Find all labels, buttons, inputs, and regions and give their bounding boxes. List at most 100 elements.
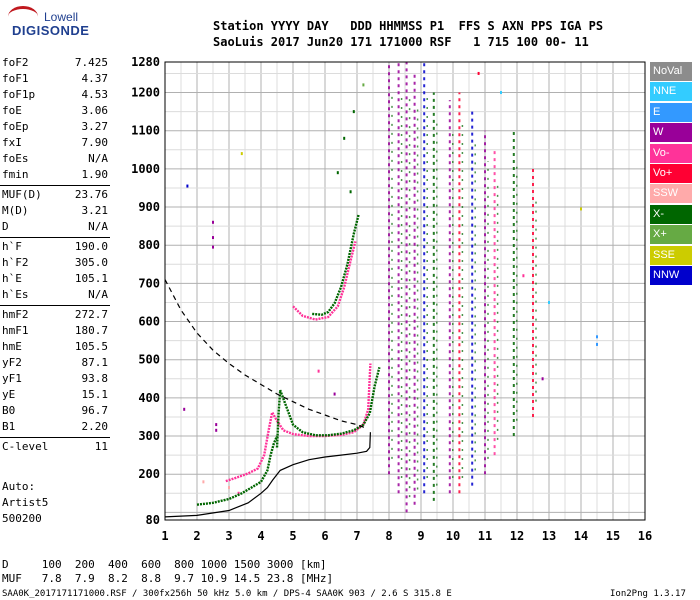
echo-dot: [215, 423, 218, 427]
footer-file-info: SAA0K_2017171171000.RSF / 300fx256h 50 k…: [2, 589, 452, 599]
echo-dot: [548, 300, 550, 304]
legend-item: W: [650, 123, 692, 143]
param-row: h`Es N/A: [0, 288, 110, 303]
param-row: foF1p 4.53: [0, 88, 110, 103]
param-key: MUF(D): [2, 188, 42, 201]
param-row: hmE 105.5: [0, 340, 110, 355]
trace-line: [312, 214, 360, 316]
param-value: 190.0: [74, 240, 108, 253]
param-key: hmE: [2, 340, 22, 353]
trace-line: [196, 435, 279, 506]
y-tick-label: 200: [138, 467, 160, 481]
y-tick-label: 500: [138, 353, 160, 367]
param-value: 23.76: [74, 188, 108, 201]
param-value: 7.90: [81, 136, 109, 149]
param-row: hmF2 272.7: [0, 308, 110, 323]
x-tick-label: 10: [446, 529, 460, 543]
param-value: 87.1: [81, 356, 109, 369]
echo-dot: [596, 342, 598, 346]
param-value: 105.5: [74, 340, 108, 353]
param-value: 3.27: [81, 120, 109, 133]
param-row: foEp 3.27: [0, 120, 110, 135]
param-row: B1 2.20: [0, 420, 110, 435]
logo-line2: DIGISONDE: [12, 23, 90, 38]
param-key: foEs: [2, 152, 29, 165]
param-value: 96.7: [81, 404, 109, 417]
echo-dot: [336, 171, 339, 175]
chart-grid: [164, 62, 646, 520]
param-key: h`F: [2, 240, 22, 253]
logo-arc-icon: [8, 6, 38, 27]
x-tick-label: 7: [353, 529, 360, 543]
param-value: 305.0: [74, 256, 108, 269]
y-tick-label: 600: [138, 315, 160, 329]
param-key: hmF1: [2, 324, 29, 337]
logo-line1: Lowell: [44, 10, 79, 24]
y-tick-label: 800: [138, 238, 160, 252]
legend-item: NNW: [650, 266, 692, 285]
param-row: foE 3.06: [0, 104, 110, 119]
legend-item: NNE: [650, 82, 692, 102]
param-row: yE 15.1: [0, 388, 110, 403]
param-value: 3.06: [81, 104, 109, 117]
param-value: 4.53: [81, 88, 109, 101]
param-key: yE: [2, 388, 16, 401]
param-row: h`E 105.1: [0, 272, 110, 287]
legend-item: E: [650, 102, 692, 122]
x-tick-label: 1: [161, 529, 168, 543]
trace-line: [225, 363, 372, 483]
echo-dot: [317, 369, 320, 373]
trace-line: [164, 432, 371, 518]
param-key: foE: [2, 104, 22, 117]
param-row: fmin 1.90: [0, 168, 110, 183]
legend-item: X-: [650, 204, 692, 224]
echo-dot: [541, 377, 544, 381]
echo-dot: [333, 392, 336, 396]
auto-label: Auto:: [2, 480, 36, 493]
y-tick-label: 400: [138, 391, 160, 405]
x-tick-label: 8: [385, 529, 392, 543]
param-row: hmF1 180.7: [0, 324, 110, 339]
x-tick-label: 12: [510, 529, 524, 543]
echo-dot: [349, 190, 352, 194]
artist-label: Artist5: [2, 496, 49, 509]
echo-dots: [183, 71, 598, 495]
param-key: hmF2: [2, 308, 29, 321]
param-value: N/A: [88, 220, 108, 233]
echo-columns: [388, 62, 537, 513]
x-tick-label: 16: [638, 529, 652, 543]
param-key: fxI: [2, 136, 22, 149]
param-key: B1: [2, 420, 16, 433]
legend-item: Vo+: [650, 164, 692, 183]
echo-dot: [352, 110, 355, 114]
param-row: h`F 190.0: [0, 240, 110, 255]
param-key: fmin: [2, 168, 29, 181]
header-row-labels: Station YYYY DAY DDD HHMMSS P1 FFS S AXN…: [213, 19, 604, 33]
x-tick-label: 11: [478, 529, 492, 543]
legend-item: NoVal: [650, 62, 692, 81]
y-tick-label: 900: [138, 200, 160, 214]
y-tick-label: 1100: [131, 124, 160, 138]
echo-dot: [237, 491, 240, 495]
echo-dot: [215, 428, 218, 432]
param-value: N/A: [88, 152, 108, 165]
param-key: yF1: [2, 372, 22, 385]
param-key: D: [2, 220, 9, 233]
x-tick-label: 5: [289, 529, 296, 543]
param-row: yF2 87.1: [0, 356, 110, 371]
echo-dot: [500, 91, 502, 95]
param-key: foEp: [2, 120, 29, 133]
x-tick-label: 14: [574, 529, 588, 543]
param-separator: [0, 437, 110, 438]
legend-item: SSW: [650, 184, 692, 204]
x-tick-label: 9: [417, 529, 424, 543]
echo-dot: [477, 71, 480, 75]
x-tick-label: 3: [225, 529, 232, 543]
footer-muf-row: MUF 7.8 7.9 8.2 8.8 9.7 10.9 14.5 23.8 […: [2, 572, 334, 585]
param-key: foF1p: [2, 88, 36, 101]
param-key: h`E: [2, 272, 22, 285]
param-value: 105.1: [74, 272, 108, 285]
param-value: 2.20: [81, 420, 109, 433]
trace-series: [164, 214, 381, 518]
x-axis-ticks: 1 2 3 4 5 6 7 8 9 10 11 12 13 14 15 16: [161, 529, 652, 543]
